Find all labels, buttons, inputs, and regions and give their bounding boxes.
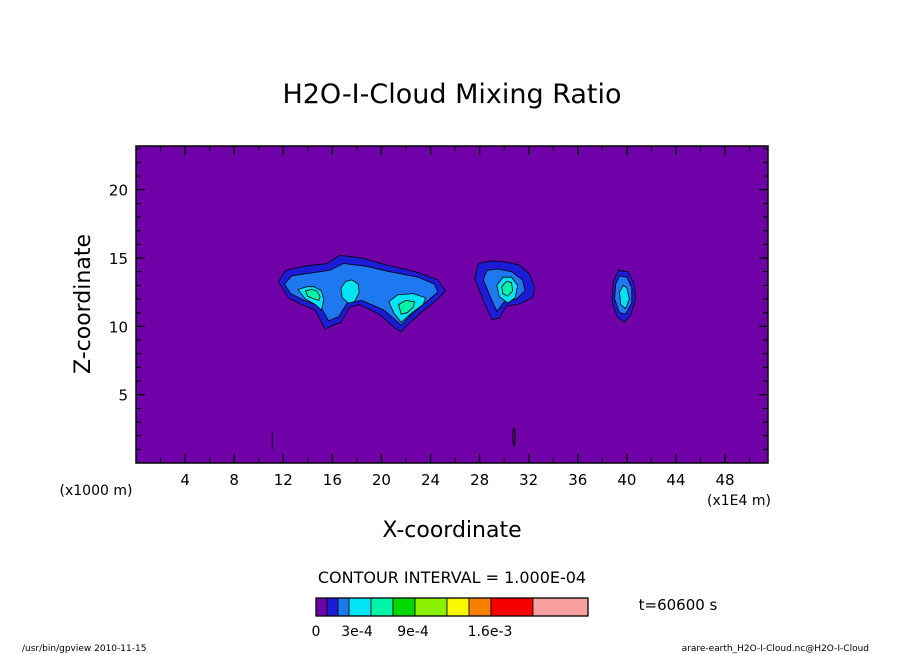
contour-level-4 xyxy=(501,280,514,297)
x-tick-label: 48 xyxy=(716,471,735,489)
y-axis-label: Z-coordinate xyxy=(71,234,96,374)
colorbar-swatch xyxy=(532,597,589,617)
colorbar-swatch xyxy=(490,597,534,617)
colorbar-swatch xyxy=(392,597,416,617)
contour-level-4 xyxy=(398,299,416,315)
x-unit-right-label: (x1E4 m) xyxy=(707,493,771,509)
colorbar-swatch xyxy=(370,597,394,617)
time-label: t=60600 s xyxy=(639,596,718,614)
plot-frame xyxy=(135,145,769,464)
footer-right: arare-earth_H2O-I-Cloud.nc@H2O-I-Cloud xyxy=(682,644,869,654)
colorbar-frame xyxy=(315,597,589,617)
colorbar: 0 3e-4 9e-4 1.6e-3 xyxy=(312,597,589,640)
contour-level-3 xyxy=(340,279,360,304)
x-unit-left-label: (x1000 m) xyxy=(60,483,133,499)
x-tick-label: 32 xyxy=(519,471,538,489)
x-tick-label: 36 xyxy=(568,471,587,489)
x-tick-label: 44 xyxy=(666,471,685,489)
colorbar-swatch xyxy=(348,597,372,617)
x-tick-label: 28 xyxy=(470,471,489,489)
colorbar-swatch xyxy=(337,597,350,617)
chart-title: H2O-I-Cloud Mixing Ratio xyxy=(282,79,621,110)
x-tick-label: 24 xyxy=(421,471,440,489)
cloud-2 xyxy=(474,260,536,320)
colorbar-label: 3e-4 xyxy=(341,624,373,640)
contour-interval-label: CONTOUR INTERVAL = 1.000E-04 xyxy=(318,568,586,587)
plot-background xyxy=(136,146,768,463)
cloud-contours xyxy=(271,254,636,450)
x-tick-label: 16 xyxy=(323,471,342,489)
x-tick-label: 8 xyxy=(229,471,239,489)
footer-left: /usr/bin/gpview 2010-11-15 xyxy=(22,644,146,654)
colorbar-swatch xyxy=(315,597,328,617)
x-axis-label: X-coordinate xyxy=(382,518,521,543)
cloud-1 xyxy=(277,254,446,333)
y-tick-label: 15 xyxy=(109,250,128,268)
y-tick-label: 20 xyxy=(109,182,128,200)
x-tick-label: 4 xyxy=(180,471,190,489)
y-tick-label: 5 xyxy=(118,387,128,405)
x-tick-label: 40 xyxy=(617,471,636,489)
colorbar-swatch xyxy=(446,597,470,617)
colorbar-swatch xyxy=(468,597,492,617)
colorbar-swatch xyxy=(414,597,448,617)
colorbar-label: 1.6e-3 xyxy=(468,624,513,640)
y-tick-label: 10 xyxy=(109,318,128,336)
contour-level-3 xyxy=(619,284,630,310)
stray-contour-mark xyxy=(512,427,516,447)
colorbar-label: 0 xyxy=(312,624,321,640)
colorbar-swatch xyxy=(326,597,339,617)
x-tick-label: 12 xyxy=(274,471,293,489)
cloud-3 xyxy=(611,269,636,323)
x-tick-label: 20 xyxy=(372,471,391,489)
contour-level-4 xyxy=(304,289,321,301)
colorbar-label: 9e-4 xyxy=(397,624,429,640)
